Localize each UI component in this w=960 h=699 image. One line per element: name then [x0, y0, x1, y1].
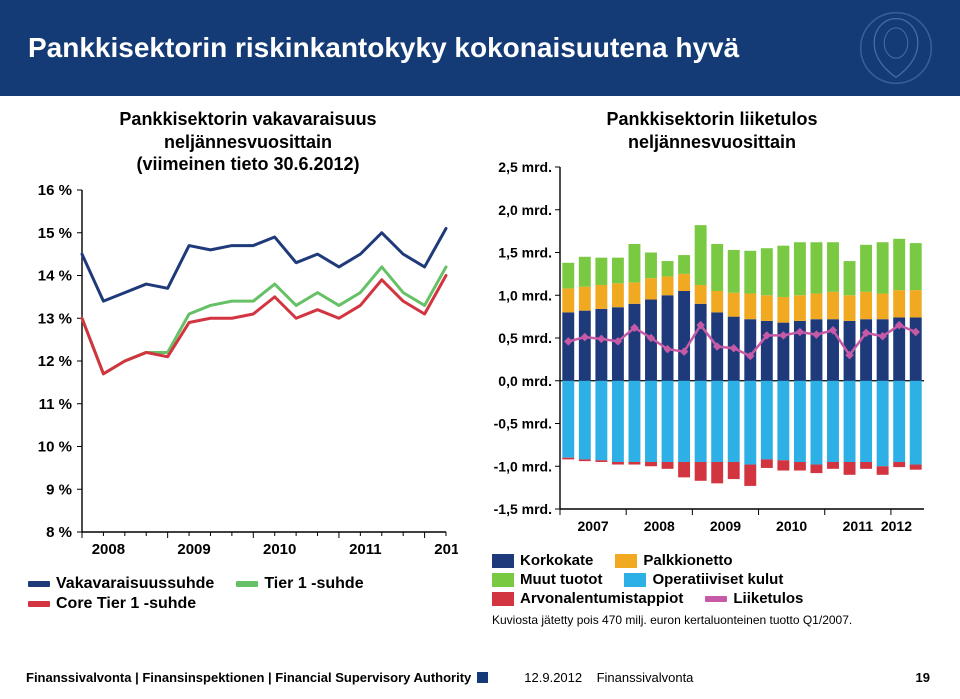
- svg-text:2011: 2011: [843, 518, 874, 534]
- left-legend: Vakavaraisuussuhde Tier 1 -suhde Core Ti…: [28, 575, 468, 613]
- svg-text:2009: 2009: [177, 541, 210, 558]
- svg-text:0,0 mrd.: 0,0 mrd.: [498, 373, 552, 389]
- svg-text:9 %: 9 %: [46, 481, 72, 498]
- footer-date: 12.9.2012 Finanssivalvonta: [494, 670, 915, 685]
- svg-text:2009: 2009: [710, 518, 741, 534]
- svg-text:2,5 mrd.: 2,5 mrd.: [498, 159, 552, 175]
- footer-square-icon: [477, 672, 488, 683]
- svg-text:2012: 2012: [881, 518, 912, 534]
- svg-text:2007: 2007: [578, 518, 609, 534]
- svg-text:2010: 2010: [776, 518, 807, 534]
- slide-title: Pankkisektorin riskinkantokyky kokonaisu…: [28, 32, 739, 64]
- svg-text:13 %: 13 %: [38, 310, 72, 327]
- svg-text:12 %: 12 %: [38, 353, 72, 370]
- right-bar-chart: 2,5 mrd. 2,0 mrd. 1,5 mrd. 1,0 mrd. 0,5 mrd.…: [492, 159, 932, 539]
- footer-org: Finanssivalvonta | Finansinspektionen | …: [0, 670, 471, 685]
- right-chart-title: Pankkisektorin liiketulos neljännesvuosi…: [492, 108, 932, 153]
- svg-text:2011: 2011: [349, 541, 382, 558]
- left-chart-panel: Pankkisektorin vakavaraisuus neljännesvu…: [28, 108, 468, 627]
- svg-text:1,5 mrd.: 1,5 mrd.: [498, 245, 552, 261]
- svg-text:2008: 2008: [644, 518, 675, 534]
- svg-text:0,5 mrd.: 0,5 mrd.: [498, 330, 552, 346]
- svg-text:2012: 2012: [434, 541, 458, 558]
- svg-text:-0,5 mrd.: -0,5 mrd.: [494, 416, 552, 432]
- legend-arvonalent: Arvonalentumistappiot: [492, 590, 683, 607]
- legend-operatiiviset: Operatiiviset kulut: [624, 571, 783, 588]
- svg-text:-1,5 mrd.: -1,5 mrd.: [494, 501, 552, 517]
- svg-text:8 %: 8 %: [46, 524, 72, 541]
- svg-text:2008: 2008: [92, 541, 125, 558]
- svg-text:2,0 mrd.: 2,0 mrd.: [498, 202, 552, 218]
- legend-palkkionetto: Palkkionetto: [615, 552, 732, 569]
- svg-text:-1,0 mrd.: -1,0 mrd.: [494, 458, 552, 474]
- svg-text:10 %: 10 %: [38, 438, 72, 455]
- svg-text:1,0 mrd.: 1,0 mrd.: [498, 287, 552, 303]
- footer-page: 19: [916, 670, 960, 685]
- crest-icon: [854, 6, 938, 90]
- svg-text:16 %: 16 %: [38, 182, 72, 199]
- svg-text:11 %: 11 %: [39, 395, 72, 412]
- right-chart-panel: Pankkisektorin liiketulos neljännesvuosi…: [492, 108, 932, 627]
- svg-text:15 %: 15 %: [38, 224, 72, 241]
- legend-liiketulos: Liiketulos: [705, 590, 803, 607]
- right-legend: Korkokate Palkkionetto Muut tuotot Opera…: [492, 552, 932, 607]
- left-chart-title: Pankkisektorin vakavaraisuus neljännesvu…: [28, 108, 468, 176]
- slide-footer: Finanssivalvonta | Finansinspektionen | …: [0, 665, 960, 689]
- right-footnote: Kuviosta jätetty pois 470 milj. euron ke…: [492, 613, 932, 627]
- legend-korkokate: Korkokate: [492, 552, 593, 569]
- left-line-chart: 16 % 15 % 14 % 13 % 12 % 11 % 10 % 9 % 8 % 2008 20…: [28, 182, 458, 562]
- slide-header: Pankkisektorin riskinkantokyky kokonaisu…: [0, 0, 960, 96]
- svg-text:2010: 2010: [263, 541, 296, 558]
- legend-core: Core Tier 1 -suhde: [28, 595, 196, 613]
- legend-vakavaraisuus: Vakavaraisuussuhde: [28, 575, 214, 593]
- svg-text:14 %: 14 %: [38, 267, 72, 284]
- legend-muut: Muut tuotot: [492, 571, 602, 588]
- legend-tier1: Tier 1 -suhde: [236, 575, 363, 593]
